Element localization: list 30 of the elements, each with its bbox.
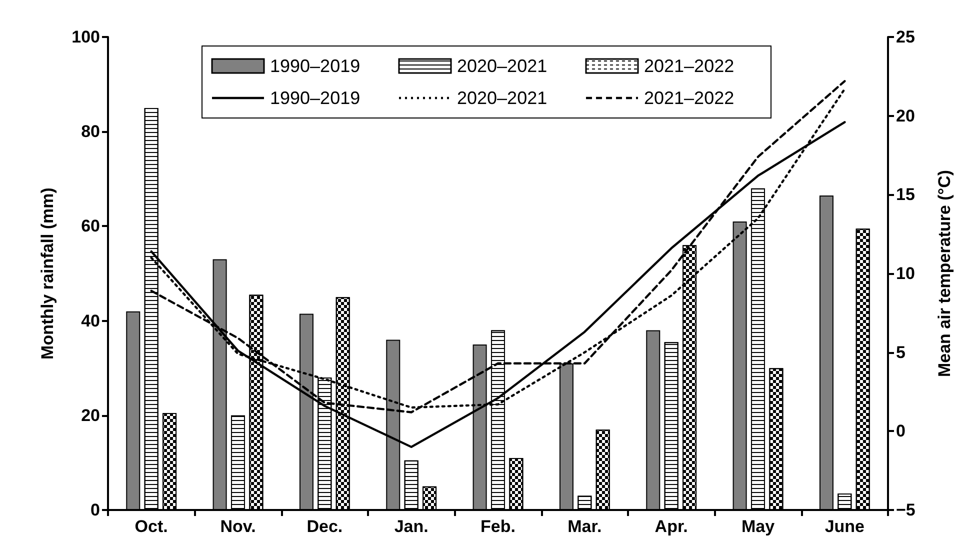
y-tick-label: 100 — [72, 28, 100, 46]
x-tick-label: Feb. — [480, 517, 516, 536]
y-axis-title: Monthly rainfall (mm) — [38, 188, 57, 360]
legend-label: 2020–2021 — [457, 56, 548, 76]
y2-tick-label: 10 — [896, 264, 915, 283]
y-tick-label: 0 — [90, 500, 100, 520]
x-tick-label: Nov. — [220, 517, 256, 536]
legend-label: 2021–2022 — [644, 56, 734, 76]
x-tick-label: Apr. — [654, 517, 688, 536]
x-tick-label: Mar. — [568, 517, 602, 536]
y-tick-label: 40 — [81, 311, 100, 330]
y-tick-label: 80 — [81, 122, 100, 142]
y-tick-label: 20 — [81, 406, 100, 425]
x-tick-label: Dec. — [306, 517, 343, 536]
legend-label: 2020–2021 — [457, 88, 548, 108]
y2-tick-label: −5 — [896, 500, 916, 520]
y2-tick-label: 20 — [896, 106, 915, 126]
y2-axis-title: Mean air temperature (°C) — [935, 170, 954, 378]
x-tick-label: Jan. — [394, 517, 428, 536]
x-tick-label: May — [741, 517, 776, 536]
y-tick-label: 60 — [81, 216, 100, 236]
x-tick-label: Oct. — [134, 517, 168, 536]
y2-tick-label: 15 — [896, 185, 915, 204]
x-tick-label: June — [824, 517, 865, 536]
legend-label: 1990–2019 — [270, 88, 360, 108]
y2-tick-label: 5 — [896, 342, 906, 362]
y2-tick-label: 25 — [896, 28, 915, 46]
y2-tick-label: 0 — [896, 422, 906, 441]
legend-label: 1990–2019 — [270, 56, 360, 76]
legend-label: 2021–2022 — [644, 88, 734, 108]
